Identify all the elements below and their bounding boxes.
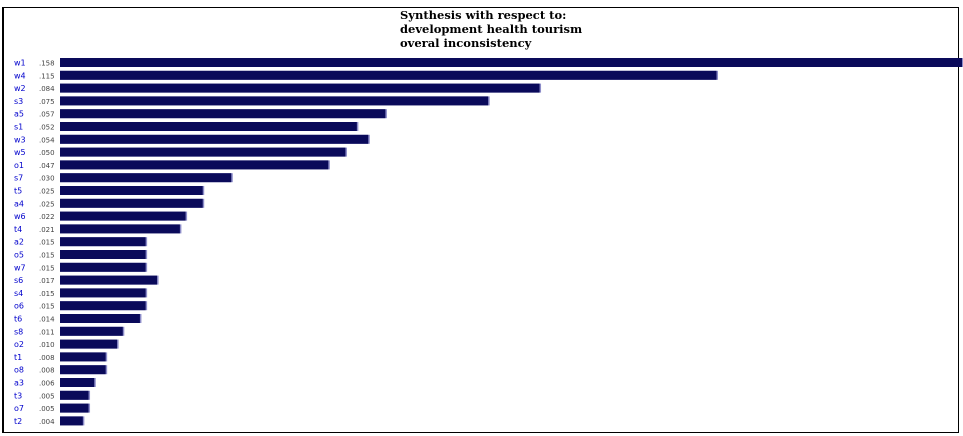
title-line-1: Synthesis with respect to: bbox=[400, 8, 567, 22]
bar bbox=[60, 288, 146, 298]
bar bbox=[60, 211, 186, 221]
category-label: o8 bbox=[14, 366, 24, 375]
value-label: .005 bbox=[39, 405, 55, 413]
chart-title: Synthesis with respect to: development h… bbox=[400, 8, 700, 50]
bar bbox=[60, 352, 106, 362]
bar bbox=[60, 262, 146, 272]
value-label: .047 bbox=[39, 162, 55, 170]
bar bbox=[60, 173, 232, 183]
bar bbox=[60, 378, 95, 387]
category-label: a2 bbox=[14, 238, 24, 247]
bar bbox=[60, 198, 203, 208]
value-label: .015 bbox=[39, 264, 55, 272]
category-label: t4 bbox=[14, 225, 22, 234]
category-label: o6 bbox=[14, 302, 24, 311]
bar bbox=[60, 160, 329, 170]
value-label: .115 bbox=[39, 72, 55, 80]
category-label: w6 bbox=[14, 212, 26, 221]
category-label: w3 bbox=[14, 135, 26, 144]
value-label: .006 bbox=[39, 380, 55, 388]
category-label: s3 bbox=[14, 97, 23, 106]
value-label: .025 bbox=[39, 188, 55, 196]
bar bbox=[60, 224, 180, 234]
category-label: t5 bbox=[14, 187, 22, 196]
bar bbox=[60, 365, 106, 375]
value-label: .052 bbox=[39, 124, 55, 132]
bar bbox=[60, 237, 146, 247]
bar bbox=[60, 70, 717, 80]
value-label: .017 bbox=[39, 277, 55, 285]
category-label: t6 bbox=[14, 315, 22, 324]
category-label: o7 bbox=[14, 404, 24, 413]
value-label: .008 bbox=[39, 367, 55, 375]
category-label: a5 bbox=[14, 110, 24, 119]
value-label: .015 bbox=[39, 303, 55, 311]
value-label: .025 bbox=[39, 200, 55, 208]
bar bbox=[60, 122, 357, 131]
category-label: w5 bbox=[14, 148, 26, 157]
title-line-2: development health tourism bbox=[400, 22, 583, 36]
bar bbox=[60, 314, 140, 323]
value-label: .054 bbox=[39, 136, 55, 144]
category-label: o2 bbox=[14, 340, 24, 349]
value-label: .015 bbox=[39, 239, 55, 247]
bar bbox=[60, 403, 89, 413]
value-label: .075 bbox=[39, 98, 55, 106]
category-label: w2 bbox=[14, 84, 26, 93]
category-label: w7 bbox=[14, 263, 26, 272]
category-label: s8 bbox=[14, 327, 23, 336]
bar bbox=[60, 416, 83, 426]
value-label: .011 bbox=[39, 328, 55, 336]
value-label: .015 bbox=[39, 290, 55, 298]
category-label: s7 bbox=[14, 174, 23, 183]
value-label: .022 bbox=[39, 213, 55, 221]
value-label: .005 bbox=[39, 392, 55, 400]
category-label: w1 bbox=[14, 59, 26, 68]
value-label: .008 bbox=[39, 354, 55, 362]
chart-frame-edge bbox=[2, 7, 4, 433]
category-label: s6 bbox=[14, 276, 23, 285]
bar bbox=[60, 390, 89, 400]
bar bbox=[60, 134, 369, 144]
category-label: s4 bbox=[14, 289, 23, 298]
category-label: a4 bbox=[14, 199, 24, 208]
category-label: o5 bbox=[14, 251, 24, 260]
category-label: s1 bbox=[14, 123, 23, 132]
bar bbox=[60, 96, 489, 106]
value-label: .084 bbox=[39, 85, 55, 93]
value-label: .015 bbox=[39, 252, 55, 260]
value-label: .010 bbox=[39, 341, 55, 349]
bar bbox=[60, 301, 146, 311]
bar bbox=[60, 186, 203, 195]
bar bbox=[60, 250, 146, 259]
bar bbox=[60, 58, 962, 67]
category-label: t3 bbox=[14, 391, 22, 400]
bar bbox=[60, 83, 540, 93]
value-label: .030 bbox=[39, 175, 55, 183]
bar bbox=[60, 339, 118, 349]
value-label: .004 bbox=[39, 418, 55, 426]
bar bbox=[60, 275, 158, 285]
category-label: w4 bbox=[14, 71, 26, 80]
bar bbox=[60, 147, 346, 157]
title-line-3: overal inconsistency bbox=[400, 36, 532, 50]
value-label: .021 bbox=[39, 226, 55, 234]
category-label: t2 bbox=[14, 417, 22, 426]
bar bbox=[60, 326, 123, 336]
category-label: t1 bbox=[14, 353, 22, 362]
value-label: .057 bbox=[39, 111, 55, 119]
value-label: .050 bbox=[39, 149, 55, 157]
value-label: .014 bbox=[39, 316, 55, 324]
category-label: o1 bbox=[14, 161, 24, 170]
bar bbox=[60, 109, 386, 119]
category-label: a3 bbox=[14, 379, 24, 388]
value-label: .158 bbox=[39, 60, 55, 68]
